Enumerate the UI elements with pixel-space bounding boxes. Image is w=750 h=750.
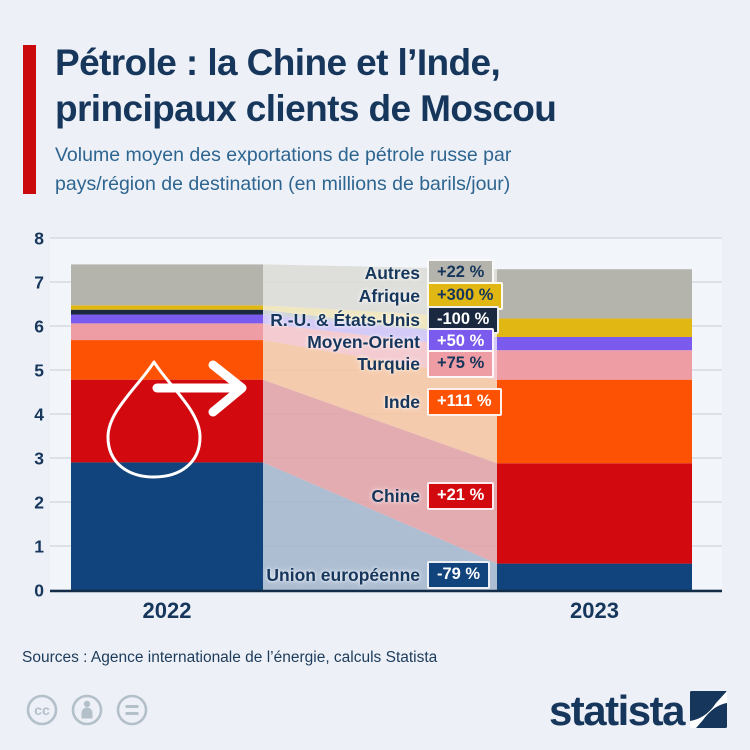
attribution-person-body [81, 707, 93, 719]
page-subtitle: Volume moyen des exportations de pétrole… [55, 141, 511, 198]
statista-wordmark: statista [549, 688, 686, 734]
chart-bars [71, 264, 692, 590]
title-accent-bar [23, 45, 36, 194]
license-badge[interactable]: cc [24, 693, 154, 727]
y-tick-label: 6 [34, 317, 44, 337]
y-tick-label: 3 [34, 449, 44, 469]
bar-2023-segment-Inde [497, 379, 692, 464]
flow-chart: 0 1 2 3 4 5 6 7 8 2022 2023 [34, 229, 722, 623]
bar-2022-segment-Moyen-Orient [71, 314, 263, 324]
chart-axis: 2022 2023 [50, 589, 722, 623]
bar-2022-segment-Union européenne [71, 462, 263, 590]
bar-2023-segment-Union européenne [497, 563, 692, 590]
page-title-line2: principaux clients de Moscou [55, 88, 557, 129]
bar-2023-segment-Chine [497, 463, 692, 564]
flow-band-Chine [263, 379, 497, 564]
bar-2022-segment-Afrique [71, 305, 263, 310]
attribution-person-head [83, 700, 91, 708]
chart-flow-bands [263, 264, 497, 590]
bar-2022-segment-Turquie [71, 323, 263, 341]
page-title: Pétrole : la Chine et l’Inde, principaux… [55, 40, 557, 132]
y-tick-label: 8 [34, 229, 44, 249]
page-subtitle-line2: pays/région de destination (en millions … [55, 172, 511, 195]
page-title-line1: Pétrole : la Chine et l’Inde, [55, 42, 501, 83]
x-label-2022: 2022 [143, 598, 192, 623]
cc-icon-text: cc [34, 702, 50, 718]
bar-2022-segment-R.-U. & États-Unis [71, 309, 263, 315]
oil-drop-icon [106, 360, 202, 479]
bar-2023-segment-Afrique [497, 318, 692, 337]
y-tick-label: 2 [34, 493, 44, 513]
source-note: Sources : Agence internationale de l’éne… [22, 649, 438, 666]
statista-logo[interactable]: statista [518, 688, 730, 734]
x-label-2023: 2023 [570, 598, 619, 623]
y-tick-label: 0 [34, 581, 44, 601]
statista-logo-swoosh [690, 691, 727, 728]
arrow-right-head-icon [208, 360, 247, 417]
y-tick-label: 1 [34, 537, 44, 557]
attribution-icon [71, 694, 103, 726]
oil-drop-arrow-graphic [106, 360, 247, 479]
bar-2022-segment-Inde [71, 340, 263, 380]
flow-band-Union européenne [263, 462, 497, 590]
page-subtitle-line1: Volume moyen des exportations de pétrole… [55, 144, 512, 166]
cc-icon [26, 694, 58, 726]
equals-bar-top [125, 705, 139, 708]
y-tick-label: 4 [34, 405, 44, 425]
equals-bar-bottom [125, 712, 139, 715]
bar-2022-segment-Autres [71, 264, 263, 306]
bar-2023-segment-Turquie [497, 350, 692, 380]
bar-2023-segment-Autres [497, 269, 692, 319]
y-tick-label: 5 [34, 361, 44, 381]
no-derivatives-icon [116, 694, 148, 726]
y-tick-label: 7 [34, 273, 44, 293]
bar-2023-segment-Moyen-Orient [497, 337, 692, 351]
